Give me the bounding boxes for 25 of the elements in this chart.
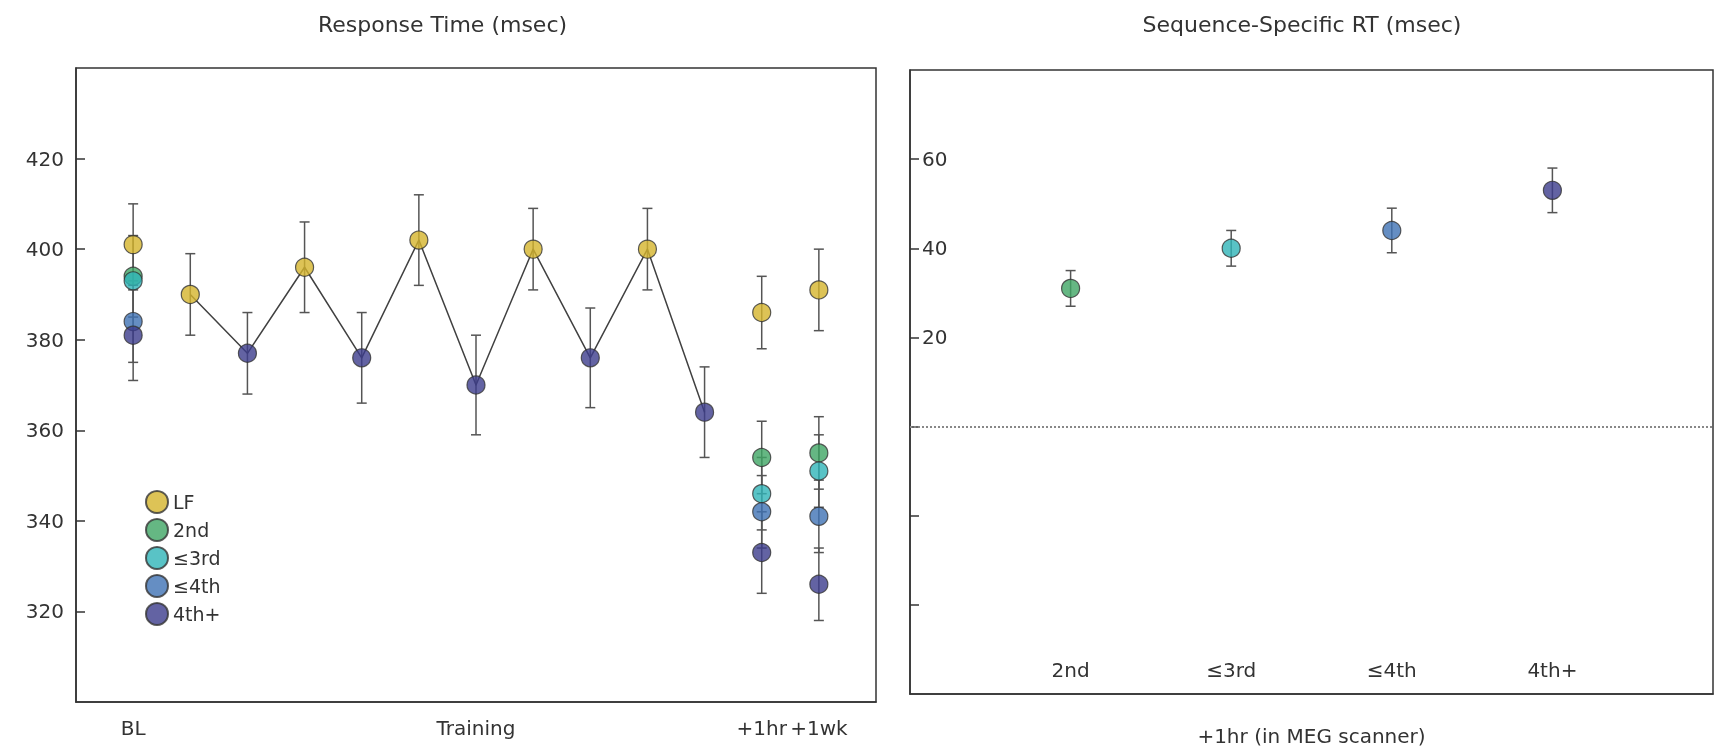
x-tick-label: 2nd [1051, 658, 1090, 682]
legend-label: 2nd [173, 519, 210, 541]
x-tick-label: +1wk [790, 716, 848, 740]
y-tick-label: 60 [922, 147, 948, 172]
y-tick-label: 400 [25, 237, 64, 262]
x-tick-label: Training [435, 716, 516, 740]
chart-title: Sequence-Specific RT (msec) [1142, 11, 1462, 37]
chart-title: Response Time (msec) [317, 11, 568, 37]
y-tick-label: 320 [25, 599, 64, 624]
x-tick-label: +1hr [736, 716, 788, 740]
y-tick-label: 360 [25, 418, 64, 443]
y-tick-label: 340 [25, 508, 64, 533]
legend-label: ≤4th [173, 575, 221, 597]
y-tick-label: 20 [922, 325, 948, 350]
legend-label: 4th+ [173, 603, 221, 625]
x-tick-label: 4th+ [1527, 658, 1578, 682]
legend-label: ≤3rd [173, 547, 221, 569]
x-tick-label: ≤3rd [1206, 658, 1257, 682]
legend-label: LF [173, 491, 195, 513]
y-tick-label: 380 [25, 327, 64, 352]
x-tick-label: BL [120, 716, 147, 740]
x-tick-label: ≤4th [1366, 658, 1417, 682]
x-axis-title: +1hr (in MEG scanner) [1197, 724, 1426, 748]
y-tick-label: 420 [25, 146, 64, 171]
y-tick-label: 40 [922, 236, 948, 261]
